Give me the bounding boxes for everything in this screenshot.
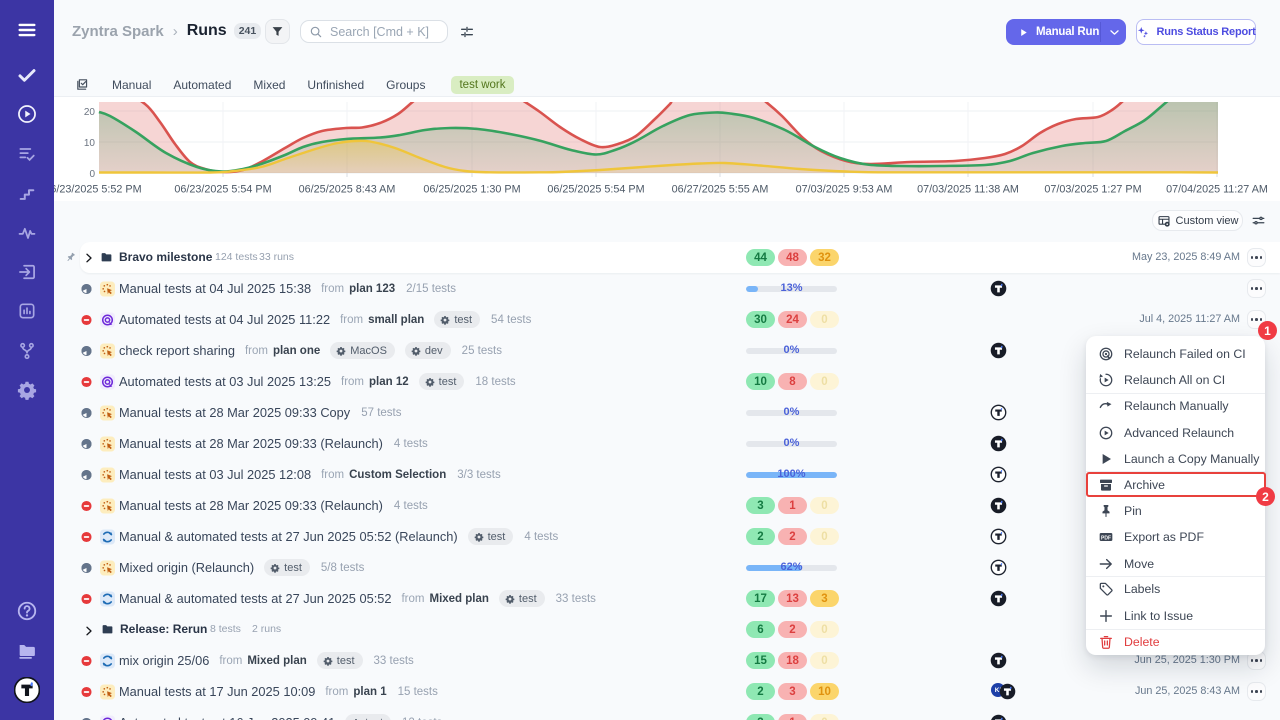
svg-text:10: 10 xyxy=(84,138,96,149)
svg-text:07/03/2025 1:27 PM: 07/03/2025 1:27 PM xyxy=(1044,184,1141,196)
svg-text:06/27/2025 5:55 AM: 06/27/2025 5:55 AM xyxy=(672,184,769,196)
svg-text:06/25/2025 8:43 AM: 06/25/2025 8:43 AM xyxy=(299,184,396,196)
svg-text:06/23/2025 5:54 PM: 06/23/2025 5:54 PM xyxy=(174,184,271,196)
svg-text:07/03/2025 9:53 AM: 07/03/2025 9:53 AM xyxy=(796,184,893,196)
svg-text:PDF: PDF xyxy=(1101,535,1111,541)
svg-text:0: 0 xyxy=(89,169,95,180)
svg-text:20: 20 xyxy=(84,107,96,118)
svg-text:06/23/2025 5:52 PM: 06/23/2025 5:52 PM xyxy=(54,184,142,196)
svg-text:07/04/2025 11:27 AM: 07/04/2025 11:27 AM xyxy=(1166,184,1268,196)
svg-text:06/25/2025 1:30 PM: 06/25/2025 1:30 PM xyxy=(423,184,520,196)
svg-text:07/03/2025 11:38 AM: 07/03/2025 11:38 AM xyxy=(917,184,1019,196)
svg-text:06/25/2025 5:54 PM: 06/25/2025 5:54 PM xyxy=(547,184,644,196)
